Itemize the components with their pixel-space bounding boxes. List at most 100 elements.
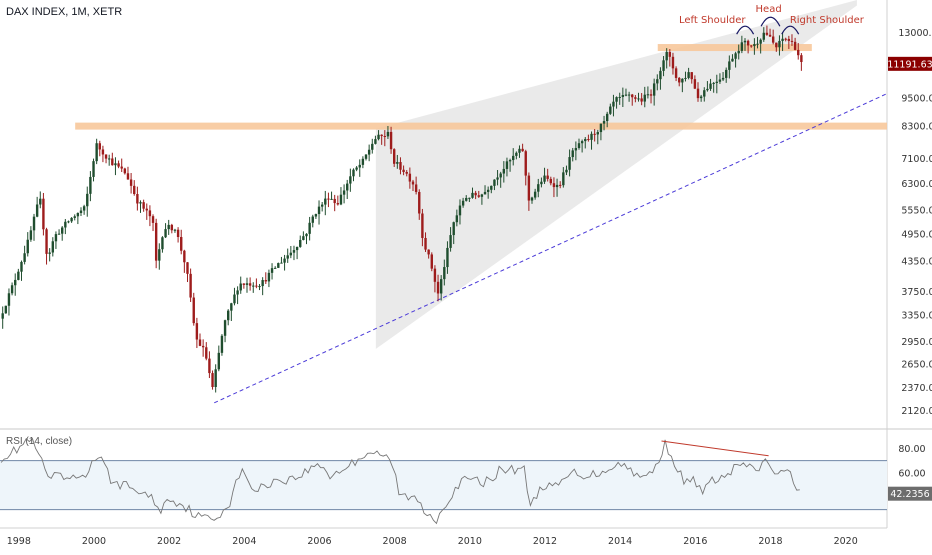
candle-188	[590, 131, 593, 150]
candle-117	[367, 144, 371, 162]
candle-7	[23, 245, 26, 265]
candle-239	[750, 45, 753, 48]
right-shoulder-arc	[781, 25, 800, 35]
candle-140	[439, 275, 443, 301]
price-tick-label: 2120.00	[901, 406, 932, 417]
candle-157	[493, 179, 496, 191]
candle-body	[759, 39, 762, 44]
candle-24	[76, 212, 80, 225]
candle-15	[48, 248, 51, 262]
candle-143	[449, 227, 452, 252]
candle-240	[753, 38, 756, 55]
candle-body	[261, 280, 264, 287]
candle-193	[605, 111, 609, 128]
candle-body	[637, 98, 640, 100]
candle-body	[117, 163, 120, 167]
candle-body	[292, 250, 296, 253]
candle-body	[756, 43, 759, 45]
candle-body	[762, 32, 765, 40]
head-arc	[760, 16, 781, 27]
candle-138	[433, 265, 437, 293]
candle-body	[599, 123, 603, 133]
candle-182	[571, 147, 574, 162]
candle-body	[609, 106, 612, 114]
candle-144	[452, 221, 455, 245]
candle-body	[245, 283, 249, 285]
candle-189	[593, 128, 596, 142]
candle-body	[107, 158, 111, 160]
candle-body	[499, 173, 502, 178]
candle-body	[627, 94, 631, 96]
candle-body	[346, 183, 349, 191]
candle-168	[527, 172, 531, 211]
candle-body	[533, 191, 537, 198]
candle-230	[721, 71, 725, 82]
candle-body	[386, 131, 390, 137]
candle-body	[631, 94, 634, 98]
candle-210	[659, 67, 662, 90]
candle-37	[117, 160, 120, 169]
candle-body	[446, 247, 449, 268]
candle-250	[784, 37, 787, 42]
candle-body	[399, 162, 402, 170]
candle-231	[724, 67, 728, 83]
candle-74	[233, 287, 236, 306]
candle-160	[502, 161, 506, 183]
candle-52	[164, 223, 167, 239]
candle-8	[26, 232, 29, 257]
candle-58	[183, 249, 186, 273]
candle-body	[89, 176, 92, 194]
time-tick-label: 2006	[307, 536, 331, 547]
time-tick-label: 2008	[383, 536, 407, 547]
candle-body	[151, 216, 155, 223]
candle-246	[771, 29, 775, 45]
candle-body	[768, 34, 772, 37]
rsi-tick-label: 60.00	[898, 468, 925, 479]
candle-body	[136, 194, 139, 204]
candle-body	[299, 239, 302, 247]
candle-244	[765, 25, 769, 36]
candle-12	[39, 191, 42, 209]
candle-179	[562, 167, 565, 188]
candle-body	[571, 150, 574, 158]
candle-body	[217, 352, 221, 370]
candle-body	[527, 175, 531, 201]
candle-135	[424, 232, 427, 252]
candle-body	[518, 148, 521, 153]
candle-137	[430, 252, 433, 272]
candle-154	[483, 185, 487, 195]
candle-body	[79, 210, 83, 214]
candle-172	[540, 177, 543, 188]
candle-99	[311, 214, 314, 228]
candle-241	[756, 36, 759, 49]
candle-body	[480, 194, 484, 197]
candle-255	[800, 53, 803, 71]
candle-body	[743, 40, 747, 43]
candle-body	[703, 90, 706, 97]
candle-body	[161, 237, 164, 250]
candle-body	[123, 168, 127, 174]
candle-87	[273, 266, 277, 269]
candle-body	[86, 193, 89, 207]
candle-body	[230, 303, 233, 311]
candle-body	[684, 77, 687, 79]
candle-16	[51, 237, 55, 257]
candle-155	[486, 186, 490, 199]
candle-191	[599, 123, 603, 141]
candle-153	[480, 193, 484, 205]
candle-180	[565, 165, 568, 176]
candle-186	[584, 137, 587, 149]
time-tick-label: 2016	[683, 536, 707, 547]
candle-body	[618, 96, 621, 98]
candle-body	[333, 198, 336, 204]
candle-221	[693, 75, 697, 90]
candle-body	[302, 236, 305, 240]
candle-197	[618, 92, 621, 105]
candle-209	[656, 74, 659, 91]
candle-71	[223, 319, 227, 343]
candle-14	[45, 227, 48, 265]
candle-body	[559, 184, 562, 186]
candle-6	[20, 260, 23, 281]
